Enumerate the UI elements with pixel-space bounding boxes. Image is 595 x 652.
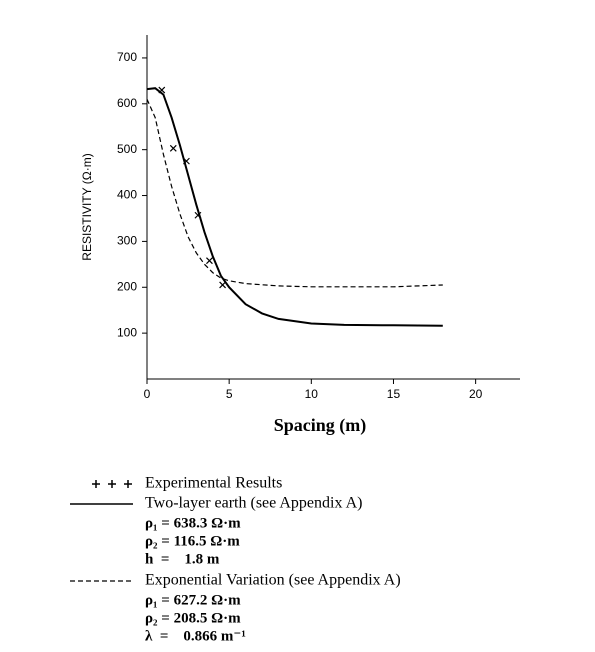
y-tick-label: 200 bbox=[117, 279, 137, 293]
y-tick-label: 400 bbox=[117, 188, 137, 202]
x-tick-label: 15 bbox=[387, 387, 401, 401]
y-tick-label: 700 bbox=[117, 50, 137, 64]
x-tick-label: 0 bbox=[144, 387, 151, 401]
legend-parameter: ρ₂ = 116.5 Ω·m bbox=[145, 533, 240, 549]
legend-label: Two-layer earth (see Appendix A) bbox=[145, 495, 362, 512]
data-point bbox=[219, 281, 227, 289]
x-tick-label: 5 bbox=[226, 387, 233, 401]
legend-label: Exponential Variation (see Appendix A) bbox=[145, 572, 401, 589]
x-tick-label: 20 bbox=[469, 387, 483, 401]
legend-parameter: ρ₁ = 627.2 Ω·m bbox=[145, 592, 241, 608]
series-line bbox=[146, 87, 443, 327]
y-axis-label: RESISTIVITY (Ω·m) bbox=[80, 153, 94, 260]
legend-marker bbox=[124, 480, 132, 488]
x-axis-label: Spacing (m) bbox=[274, 415, 367, 436]
data-point bbox=[169, 144, 177, 152]
legend-label: Experimental Results bbox=[145, 475, 282, 492]
x-tick-label: 10 bbox=[305, 387, 319, 401]
series-line bbox=[146, 98, 443, 288]
legend-parameter: ρ₁ = 638.3 Ω·m bbox=[145, 515, 241, 531]
legend-parameter: h = 1.8 m bbox=[145, 551, 220, 567]
y-tick-label: 500 bbox=[117, 142, 137, 156]
y-tick-label: 300 bbox=[117, 234, 137, 248]
legend-parameter: λ = 0.866 m⁻¹ bbox=[145, 628, 246, 644]
legend-marker bbox=[108, 480, 116, 488]
legend-marker bbox=[92, 480, 100, 488]
y-tick-label: 100 bbox=[117, 325, 137, 339]
y-tick-label: 600 bbox=[117, 96, 137, 110]
data-point bbox=[206, 257, 213, 265]
legend-parameter: ρ₂ = 208.5 Ω·m bbox=[145, 610, 241, 626]
